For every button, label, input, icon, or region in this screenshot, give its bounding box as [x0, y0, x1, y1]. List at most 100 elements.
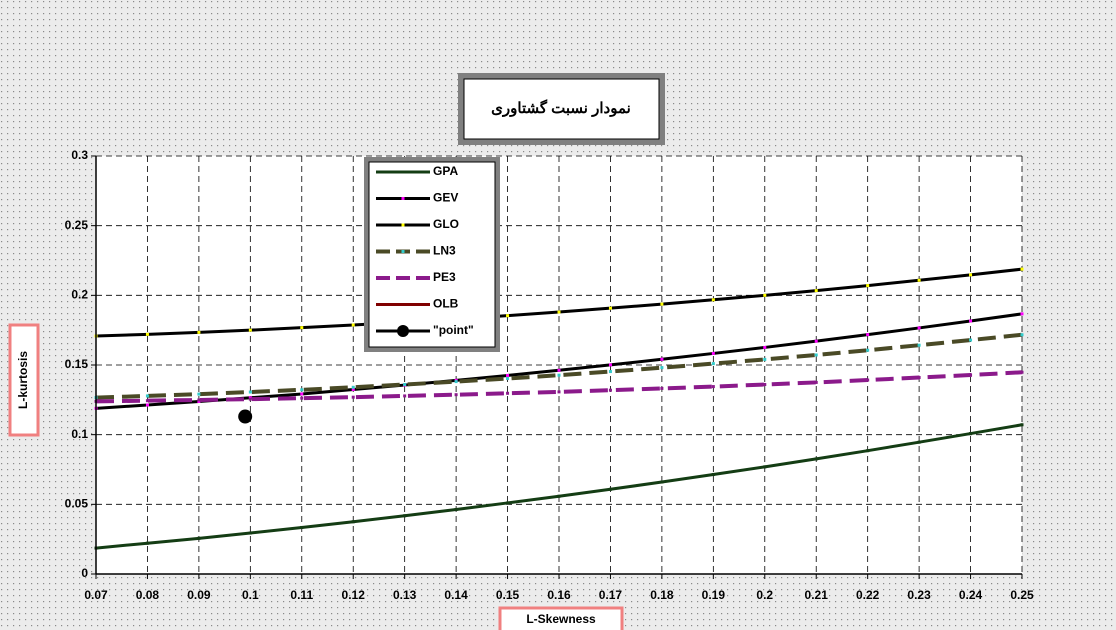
series-marker [1020, 267, 1024, 271]
series-marker [917, 278, 921, 282]
legend-label: GEV [433, 191, 458, 205]
series-marker [403, 514, 407, 518]
series-marker [300, 388, 304, 392]
legend-marker [401, 197, 405, 200]
series-marker [608, 363, 612, 367]
series-marker [197, 330, 201, 334]
series-marker [763, 465, 767, 469]
legend: GPA GEV GLO LN3 PE3 OLB "point" [364, 157, 500, 352]
x-tick-label: 0.07 [84, 588, 108, 602]
series-marker [145, 403, 149, 407]
y-axis-label: L-kurtosis [16, 351, 30, 409]
x-tick-label: 0.21 [805, 588, 829, 602]
series-marker [814, 289, 818, 293]
x-tick-label: 0.2 [756, 588, 773, 602]
series-marker [1020, 370, 1024, 374]
series-marker [506, 377, 510, 381]
legend-label: GLO [433, 217, 459, 231]
series-marker [145, 332, 149, 336]
x-tick-label: 0.25 [1010, 588, 1034, 602]
x-label-frame [498, 606, 624, 630]
legend-label: LN3 [433, 244, 456, 258]
x-label-box: L-Skewness [498, 606, 624, 630]
x-tick-label: 0.22 [856, 588, 880, 602]
series-marker [248, 328, 252, 332]
y-tick-label: 0.2 [71, 288, 88, 302]
y-tick-label: 0 [81, 566, 88, 580]
series-marker [351, 323, 355, 327]
series-marker [608, 487, 612, 491]
series-marker [969, 338, 973, 342]
series-marker [711, 385, 715, 389]
series-marker [608, 306, 612, 310]
series-marker [557, 494, 561, 498]
series-marker [197, 400, 201, 404]
series-marker [660, 386, 664, 390]
y-tick-label: 0.1 [71, 427, 88, 441]
series-marker [1020, 423, 1024, 427]
x-tick-label: 0.14 [444, 588, 468, 602]
y-tick-label: 0.05 [65, 497, 89, 511]
series-marker [660, 480, 664, 484]
x-tick-label: 0.11 [290, 588, 313, 602]
series-marker [351, 385, 355, 389]
series-marker [969, 432, 973, 436]
legend-label: OLB [433, 297, 459, 311]
series-marker [814, 380, 818, 384]
series-marker [711, 351, 715, 355]
series-marker [300, 392, 304, 396]
x-tick-label: 0.18 [650, 588, 674, 602]
series-marker [506, 314, 510, 318]
series-marker [969, 273, 973, 277]
legend-label: PE3 [433, 270, 456, 284]
series-marker [917, 343, 921, 347]
x-tick-label: 0.23 [907, 588, 931, 602]
series-marker [763, 357, 767, 361]
series-marker [145, 394, 149, 398]
series-marker [454, 507, 458, 511]
legend-entries: GPA GEV GLO LN3 PE3 OLB "point" [376, 164, 474, 337]
legend-marker [401, 223, 405, 227]
legend-label: "point" [433, 323, 474, 337]
series-marker [917, 326, 921, 330]
y-label-frame [8, 323, 40, 437]
series-marker [248, 397, 252, 401]
series-marker [300, 525, 304, 529]
x-axis-label: L-Skewness [526, 612, 596, 626]
series-marker [814, 457, 818, 461]
series-marker [557, 368, 561, 372]
series-marker [1020, 312, 1024, 316]
y-tick-label: 0.3 [71, 148, 88, 162]
series-marker [248, 390, 252, 394]
series-marker [248, 531, 252, 535]
legend-marker [401, 303, 405, 306]
series-marker [866, 449, 870, 453]
series-marker [506, 391, 510, 395]
series-marker [145, 541, 149, 545]
series-marker [403, 394, 407, 398]
legend-marker [401, 250, 405, 253]
series-marker [351, 520, 355, 524]
series-group [94, 267, 1024, 550]
x-tick-label: 0.17 [599, 588, 623, 602]
y-label-box: L-kurtosis [8, 323, 40, 437]
series-marker [866, 378, 870, 382]
legend-marker [401, 170, 405, 174]
series-marker [660, 357, 664, 361]
y-tick-label: 0.25 [65, 218, 89, 232]
series-marker [866, 284, 870, 288]
x-tick-label: 0.09 [187, 588, 211, 602]
series-marker [403, 383, 407, 387]
legend-marker [401, 276, 405, 280]
series-marker [454, 393, 458, 397]
series-marker [763, 345, 767, 349]
series-marker [814, 339, 818, 343]
series-marker [197, 398, 201, 402]
series-marker [351, 395, 355, 399]
series-marker [557, 373, 561, 377]
series-marker [711, 362, 715, 366]
series-marker [814, 353, 818, 357]
series-marker [711, 298, 715, 302]
series-marker [763, 293, 767, 297]
